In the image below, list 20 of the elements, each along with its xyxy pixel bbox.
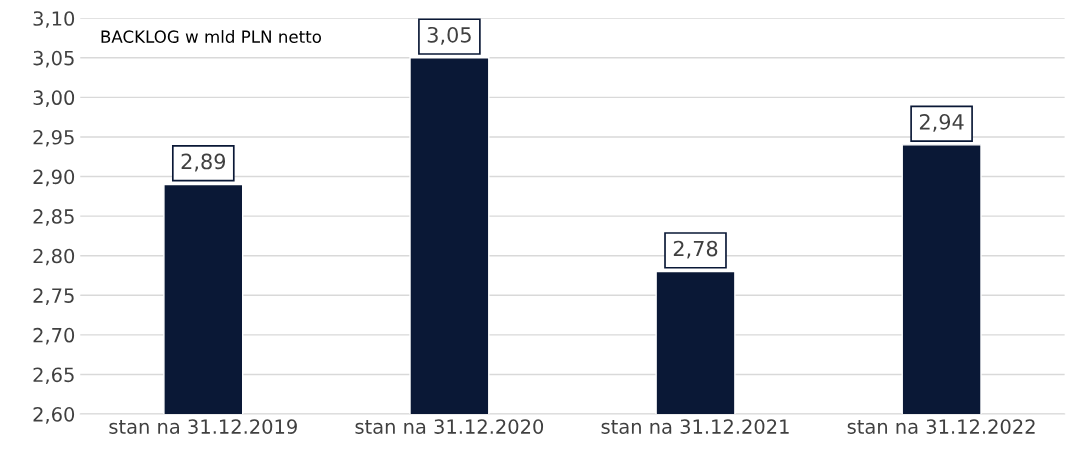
y-tick-label: 2,80 [33, 248, 75, 266]
x-tick-label: stan na 31.12.2022 [847, 419, 1035, 434]
y-tick-label: 2,85 [33, 209, 74, 226]
y-tick-label: 2,90 [33, 169, 75, 187]
x-tick-label: stan na 31.12.2019 [109, 419, 297, 434]
text: BACKLOG w mld PLN netto [101, 30, 322, 43]
y-tick-label: 3,10 [33, 11, 75, 28]
y-tick-label: 2,95 [33, 129, 74, 147]
x-tick-label: stan na 31.12.2020 [355, 419, 544, 434]
data-label: 2,89 [181, 153, 226, 172]
data-label: 2,94 [919, 113, 964, 132]
y-tick-label: 2,70 [33, 327, 75, 345]
data-label: 2,78 [673, 240, 718, 259]
x-tick-label: stan na 31.12.2021 [601, 419, 789, 434]
y-tick-label: 3,00 [33, 90, 75, 108]
y-tick-label: 2,65 [33, 367, 74, 385]
y-tick-label: 3,05 [33, 50, 74, 68]
data-label: 3,05 [427, 26, 471, 45]
y-tick-label: 2,75 [33, 288, 74, 305]
y-tick-label: 2,60 [33, 407, 75, 424]
